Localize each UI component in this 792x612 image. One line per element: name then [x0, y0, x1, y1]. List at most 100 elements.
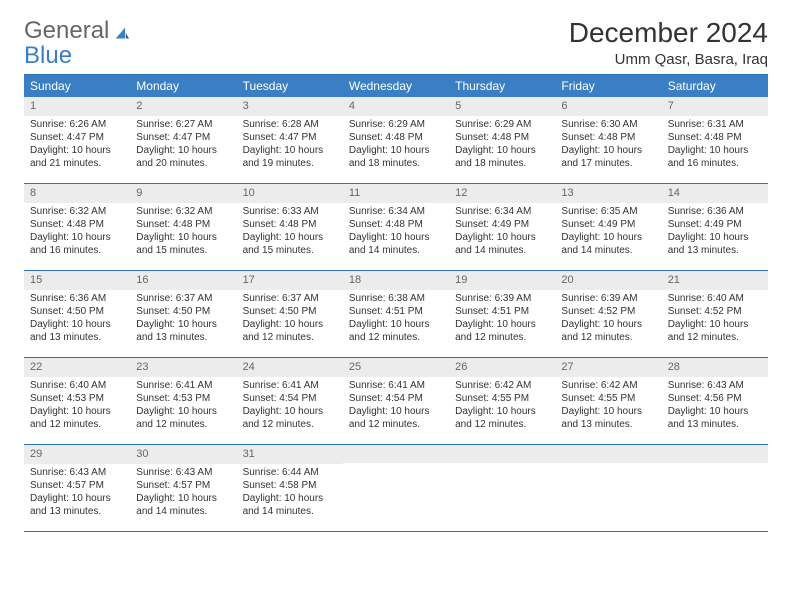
- day-details: Sunrise: 6:42 AMSunset: 4:55 PMDaylight:…: [449, 377, 555, 435]
- daylight-text: Daylight: 10 hours and 13 minutes.: [30, 318, 124, 344]
- day-number: 10: [237, 184, 343, 202]
- sunrise-text: Sunrise: 6:30 AM: [561, 118, 655, 131]
- day-details: Sunrise: 6:37 AMSunset: 4:50 PMDaylight:…: [237, 290, 343, 348]
- daylight-text: Daylight: 10 hours and 12 minutes.: [136, 405, 230, 431]
- day-number: 27: [555, 358, 661, 376]
- sunrise-text: Sunrise: 6:29 AM: [455, 118, 549, 131]
- day-details: Sunrise: 6:36 AMSunset: 4:49 PMDaylight:…: [662, 203, 768, 261]
- sunset-text: Sunset: 4:49 PM: [668, 218, 762, 231]
- sunrise-text: Sunrise: 6:40 AM: [30, 379, 124, 392]
- day-details: Sunrise: 6:26 AMSunset: 4:47 PMDaylight:…: [24, 116, 130, 174]
- calendar-row: 15 Sunrise: 6:36 AM Sunset: 4:50 PM Dayligh…: [24, 271, 768, 358]
- sunrise-text: Sunrise: 6:36 AM: [30, 292, 124, 305]
- calendar-cell: [555, 445, 661, 532]
- day-number: 29: [24, 445, 130, 463]
- sunset-text: Sunset: 4:53 PM: [30, 392, 124, 405]
- day-number: 23: [130, 358, 236, 376]
- day-details: Sunrise: 6:40 AMSunset: 4:53 PMDaylight:…: [24, 377, 130, 435]
- daylight-text: Daylight: 10 hours and 19 minutes.: [243, 144, 337, 170]
- day-number: 12: [449, 184, 555, 202]
- sunset-text: Sunset: 4:47 PM: [30, 131, 124, 144]
- sunset-text: Sunset: 4:48 PM: [455, 131, 549, 144]
- location: Umm Qasr, Basra, Iraq: [569, 51, 768, 68]
- logo: GeneralBlue: [24, 18, 133, 68]
- weekday-header: Tuesday: [237, 75, 343, 98]
- calendar-cell: 28Sunrise: 6:43 AMSunset: 4:56 PMDayligh…: [662, 358, 768, 445]
- calendar-row: 1Sunrise: 6:26 AMSunset: 4:47 PMDaylight…: [24, 97, 768, 184]
- sunrise-text: Sunrise: 6:29 AM: [349, 118, 443, 131]
- calendar-row: 22Sunrise: 6:40 AMSunset: 4:53 PMDayligh…: [24, 358, 768, 445]
- daylight-text: Daylight: 10 hours and 21 minutes.: [30, 144, 124, 170]
- sunrise-text: Sunrise: 6:42 AM: [455, 379, 549, 392]
- calendar-cell: 15Sunrise: 6:36 AMSunset: 4:50 PMDayligh…: [24, 271, 130, 358]
- calendar-cell: 4Sunrise: 6:29 AMSunset: 4:48 PMDaylight…: [343, 97, 449, 184]
- logo-text-1: General: [24, 17, 109, 44]
- sunrise-text: Sunrise: 6:38 AM: [349, 292, 443, 305]
- daylight-text: Daylight: 10 hours and 18 minutes.: [455, 144, 549, 170]
- daylight-text: Daylight: 10 hours and 13 minutes.: [30, 492, 124, 518]
- day-details: Sunrise: 6:41 AMSunset: 4:53 PMDaylight:…: [130, 377, 236, 435]
- sunset-text: Sunset: 4:48 PM: [668, 131, 762, 144]
- day-details: Sunrise: 6:41 AMSunset: 4:54 PMDaylight:…: [237, 377, 343, 435]
- sunset-text: Sunset: 4:47 PM: [136, 131, 230, 144]
- sunset-text: Sunset: 4:50 PM: [136, 305, 230, 318]
- day-number: 26: [449, 358, 555, 376]
- day-details: Sunrise: 6:38 AMSunset: 4:51 PMDaylight:…: [343, 290, 449, 348]
- day-number: 5: [449, 97, 555, 115]
- sunset-text: Sunset: 4:49 PM: [561, 218, 655, 231]
- day-details: Sunrise: 6:43 AMSunset: 4:56 PMDaylight:…: [662, 377, 768, 435]
- sunrise-text: Sunrise: 6:31 AM: [668, 118, 762, 131]
- day-details: Sunrise: 6:44 AMSunset: 4:58 PMDaylight:…: [237, 464, 343, 522]
- day-details: Sunrise: 6:43 AMSunset: 4:57 PMDaylight:…: [130, 464, 236, 522]
- sunrise-text: Sunrise: 6:28 AM: [243, 118, 337, 131]
- day-number: 15: [24, 271, 130, 289]
- day-number: 8: [24, 184, 130, 202]
- calendar-cell: 31Sunrise: 6:44 AMSunset: 4:58 PMDayligh…: [237, 445, 343, 532]
- day-details: Sunrise: 6:32 AMSunset: 4:48 PMDaylight:…: [130, 203, 236, 261]
- calendar-cell: 2Sunrise: 6:27 AMSunset: 4:47 PMDaylight…: [130, 97, 236, 184]
- day-number: 14: [662, 184, 768, 202]
- sunset-text: Sunset: 4:55 PM: [561, 392, 655, 405]
- day-number: 4: [343, 97, 449, 115]
- day-details: Sunrise: 6:40 AMSunset: 4:52 PMDaylight:…: [662, 290, 768, 348]
- day-details: [662, 463, 768, 469]
- calendar-cell: 12Sunrise: 6:34 AMSunset: 4:49 PMDayligh…: [449, 184, 555, 271]
- day-number: 18: [343, 271, 449, 289]
- sunrise-text: Sunrise: 6:33 AM: [243, 205, 337, 218]
- day-details: Sunrise: 6:41 AMSunset: 4:54 PMDaylight:…: [343, 377, 449, 435]
- sunset-text: Sunset: 4:57 PM: [30, 479, 124, 492]
- day-number: 17: [237, 271, 343, 289]
- daylight-text: Daylight: 10 hours and 12 minutes.: [349, 318, 443, 344]
- day-number: 6: [555, 97, 661, 115]
- calendar-cell: 8Sunrise: 6:32 AMSunset: 4:48 PMDaylight…: [24, 184, 130, 271]
- sunset-text: Sunset: 4:48 PM: [349, 218, 443, 231]
- daylight-text: Daylight: 10 hours and 13 minutes.: [668, 231, 762, 257]
- sunrise-text: Sunrise: 6:36 AM: [668, 205, 762, 218]
- sunset-text: Sunset: 4:57 PM: [136, 479, 230, 492]
- daylight-text: Daylight: 10 hours and 13 minutes.: [668, 405, 762, 431]
- calendar-head: Sunday Monday Tuesday Wednesday Thursday…: [24, 75, 768, 98]
- sunset-text: Sunset: 4:56 PM: [668, 392, 762, 405]
- daylight-text: Daylight: 10 hours and 14 minutes.: [136, 492, 230, 518]
- calendar-page: GeneralBlue December 2024 Umm Qasr, Basr…: [0, 0, 792, 542]
- daylight-text: Daylight: 10 hours and 17 minutes.: [561, 144, 655, 170]
- calendar-cell: 23Sunrise: 6:41 AMSunset: 4:53 PMDayligh…: [130, 358, 236, 445]
- sunset-text: Sunset: 4:53 PM: [136, 392, 230, 405]
- calendar-cell: 1Sunrise: 6:26 AMSunset: 4:47 PMDaylight…: [24, 97, 130, 184]
- header: GeneralBlue December 2024 Umm Qasr, Basr…: [24, 18, 768, 68]
- sunrise-text: Sunrise: 6:37 AM: [136, 292, 230, 305]
- day-number: 30: [130, 445, 236, 463]
- day-details: Sunrise: 6:29 AMSunset: 4:48 PMDaylight:…: [449, 116, 555, 174]
- calendar-body: 1Sunrise: 6:26 AMSunset: 4:47 PMDaylight…: [24, 97, 768, 532]
- sunrise-text: Sunrise: 6:37 AM: [243, 292, 337, 305]
- calendar-cell: [449, 445, 555, 532]
- day-number: [343, 445, 449, 463]
- calendar-cell: 11Sunrise: 6:34 AMSunset: 4:48 PMDayligh…: [343, 184, 449, 271]
- day-number: 13: [555, 184, 661, 202]
- calendar-cell: 29Sunrise: 6:43 AMSunset: 4:57 PMDayligh…: [24, 445, 130, 532]
- daylight-text: Daylight: 10 hours and 13 minutes.: [561, 405, 655, 431]
- calendar-cell: 27Sunrise: 6:42 AMSunset: 4:55 PMDayligh…: [555, 358, 661, 445]
- day-details: [449, 463, 555, 469]
- sunset-text: Sunset: 4:48 PM: [136, 218, 230, 231]
- sunset-text: Sunset: 4:58 PM: [243, 479, 337, 492]
